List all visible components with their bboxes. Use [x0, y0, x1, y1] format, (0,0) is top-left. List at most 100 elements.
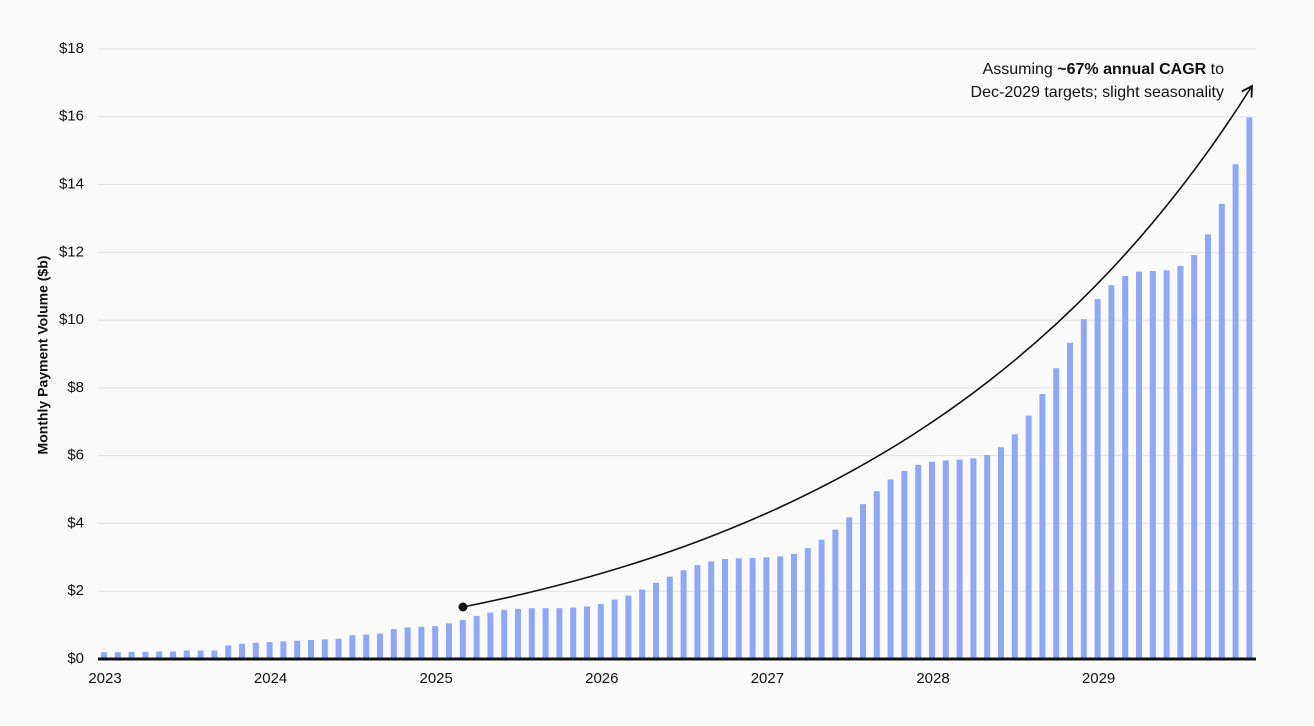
bar [487, 612, 494, 659]
x-tick-label: 2024 [254, 670, 287, 687]
y-tick-label: $16 [59, 108, 84, 125]
bar [584, 606, 590, 659]
bar [252, 642, 259, 659]
annotation-line1: Assuming ~67% annual CAGR to [983, 61, 1225, 78]
bar [1025, 415, 1032, 659]
bar [308, 640, 314, 659]
bar [929, 461, 935, 659]
bar [1149, 270, 1156, 659]
annotation-line2: Dec-2029 targets; slight seasonality [971, 84, 1224, 101]
bar [1011, 434, 1018, 659]
annotation-dot [458, 602, 468, 612]
y-axis-title: Monthly Payment Volume ($b) [35, 256, 51, 455]
bar [791, 553, 797, 659]
bar [694, 565, 701, 659]
bar [804, 548, 811, 659]
bar [887, 479, 894, 659]
bar [597, 604, 604, 659]
x-tick-label: 2027 [751, 670, 784, 687]
bar [611, 599, 618, 659]
bar [970, 458, 977, 659]
bar [639, 589, 646, 659]
bar [390, 629, 397, 659]
x-tick-label: 2028 [916, 670, 949, 687]
bar [777, 556, 784, 659]
bar [294, 640, 301, 659]
bar [432, 626, 439, 659]
y-tick-label: $2 [67, 582, 84, 599]
bar [818, 539, 825, 659]
bar [942, 460, 949, 659]
bar [1067, 342, 1073, 659]
y-tick-label: $6 [67, 447, 84, 464]
annotation-arrow [462, 84, 1254, 608]
bar [1191, 255, 1198, 660]
y-tick-label: $8 [67, 379, 84, 396]
bar [266, 642, 273, 659]
bar [528, 608, 535, 659]
bar [156, 651, 163, 659]
x-tick-label: 2023 [88, 670, 121, 687]
bar [377, 633, 383, 659]
bar [239, 643, 245, 659]
bar [418, 626, 425, 659]
annotation-text: to [1206, 61, 1224, 78]
bar [722, 559, 728, 659]
bar [625, 595, 632, 659]
bar [142, 651, 149, 659]
bar [101, 652, 107, 659]
bar [1094, 299, 1101, 659]
bar [1218, 203, 1225, 659]
y-tick-label: $14 [59, 176, 84, 193]
bar [211, 650, 218, 659]
bar [280, 641, 287, 659]
annotation-text: Assuming [983, 61, 1058, 78]
bar [901, 470, 908, 659]
bar [1163, 270, 1170, 659]
bar [128, 651, 135, 659]
bar [1122, 276, 1129, 659]
bar [846, 517, 853, 659]
bar [1039, 393, 1046, 659]
bar [666, 576, 673, 659]
bar [225, 645, 232, 659]
bar [404, 627, 411, 659]
bar [446, 623, 452, 659]
y-tick-label: $10 [59, 311, 84, 328]
bar [832, 529, 839, 659]
annotation-bold: ~67% annual CAGR [1057, 61, 1206, 78]
y-tick-label: $0 [67, 650, 84, 667]
bar [335, 638, 342, 659]
bar [749, 558, 756, 659]
bar [708, 561, 715, 659]
bar [515, 608, 521, 659]
bar [501, 609, 508, 659]
bar [1246, 117, 1253, 659]
bar [473, 615, 480, 659]
bar [763, 557, 770, 659]
y-tick-label: $18 [59, 40, 84, 57]
bar [1205, 234, 1211, 659]
bar [1177, 265, 1184, 659]
bar [680, 570, 687, 659]
bar [1108, 285, 1115, 659]
bar [1053, 368, 1060, 659]
bar [542, 608, 549, 659]
bar [860, 504, 866, 659]
bar [956, 459, 963, 659]
x-tick-label: 2029 [1082, 670, 1115, 687]
y-tick-label: $4 [67, 514, 84, 531]
bar [1080, 319, 1087, 659]
bar [915, 464, 922, 659]
bar [349, 635, 356, 659]
bars: 2023 2024 2025 2026 2027 2028 2029 [88, 117, 1256, 687]
bar [873, 491, 880, 659]
x-tick-label: 2025 [420, 670, 453, 687]
x-tick-label: 2026 [585, 670, 618, 687]
bar [197, 650, 204, 659]
bar [998, 447, 1004, 659]
bar [1232, 164, 1239, 659]
bar [653, 582, 659, 659]
